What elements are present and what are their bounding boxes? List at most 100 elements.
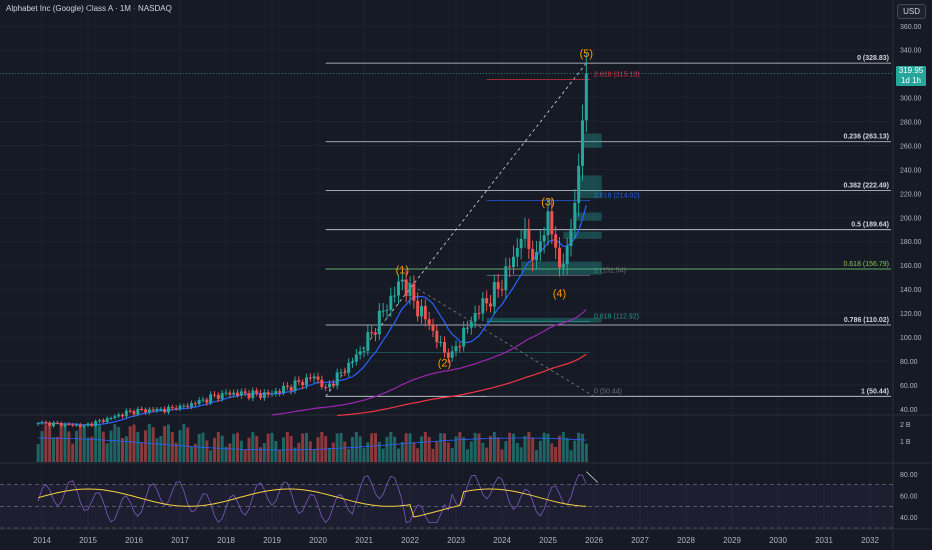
candle-body <box>278 391 282 393</box>
volume-bar <box>167 424 170 462</box>
candle-body <box>370 332 374 334</box>
order-block <box>563 231 602 239</box>
time-tick-label: 2016 <box>125 536 143 545</box>
volume-bar <box>577 432 581 462</box>
volume-bar <box>381 448 385 462</box>
volume-bar <box>144 430 147 462</box>
candle-body <box>374 332 377 335</box>
candle-body <box>255 390 259 394</box>
time-tick-label: 2029 <box>723 536 741 545</box>
candle-body <box>44 422 48 424</box>
last-price-countdown: 1d 1h <box>900 76 922 85</box>
volume-bar <box>400 441 404 462</box>
volume-bar <box>78 424 82 462</box>
volume-bar <box>347 448 351 462</box>
time-tick-label: 2032 <box>861 536 879 545</box>
volume-bar <box>55 436 59 462</box>
candle-body <box>98 420 101 422</box>
candle-body <box>462 327 466 347</box>
fib-ext-trend <box>402 279 595 397</box>
volume-bar <box>140 442 144 462</box>
fib-level-label: 0.236 (263.13) <box>843 134 889 141</box>
candle-body <box>477 313 481 315</box>
volume-bar <box>109 430 113 462</box>
order-block <box>582 133 602 148</box>
price-axis[interactable]: 40.00 60.00 80.00 100.00 120.00 140.00 160.00 1… <box>0 24 922 414</box>
volume-bar <box>182 424 186 462</box>
wave-label: (2) <box>438 358 451 370</box>
volume-bar <box>236 432 239 462</box>
volume-bar <box>59 426 63 462</box>
time-tick-label: 2023 <box>447 536 465 545</box>
wave-label: (5) <box>580 48 593 60</box>
candle-body <box>347 362 351 373</box>
candle-body <box>408 283 412 296</box>
candle-body <box>59 423 63 427</box>
volume-bar <box>523 435 527 462</box>
volume-bar <box>538 440 542 462</box>
volume-bar <box>301 433 305 462</box>
candle-body <box>308 377 312 379</box>
volume-bar <box>397 448 400 462</box>
rsi-tick-label: 80.00 <box>900 472 918 479</box>
volume-ma-line <box>38 437 587 451</box>
candle-body <box>40 422 44 424</box>
order-block <box>486 317 602 323</box>
currency-button[interactable]: USD <box>897 4 926 19</box>
fib-retracement[interactable]: 0 (328.83) 0.236 (263.13) 0.382 (222.49) 0.… <box>325 55 891 397</box>
candle-body <box>182 405 186 407</box>
elliott-wave-labels[interactable]: (1) (2) (3) (4) (5) <box>396 48 593 369</box>
candle-body <box>508 266 512 268</box>
candle-body <box>270 393 274 395</box>
volume-bar <box>293 447 297 462</box>
candle-body <box>362 350 366 352</box>
volume-bar <box>98 424 101 462</box>
order-blocks[interactable] <box>486 133 602 323</box>
fib-level-label: 0.5 (189.64) <box>851 222 889 229</box>
candle-body <box>239 391 243 396</box>
volume-bar <box>75 430 78 462</box>
candle-body <box>473 313 477 322</box>
rsi-divergence-line <box>586 471 599 483</box>
ma-line <box>337 353 587 417</box>
time-tick-label: 2024 <box>493 536 511 545</box>
candle-body <box>381 310 385 312</box>
volume-bar <box>151 427 155 462</box>
price-tick-label: 360.00 <box>900 24 922 31</box>
volume-bar <box>132 424 136 462</box>
candle-body <box>101 420 105 423</box>
fib-extension[interactable]: 2.618 (315.13) 1.618 (214.02) 1 (151.54) 0.… <box>356 71 640 397</box>
time-tick-label: 2019 <box>263 536 281 545</box>
volume-bar <box>174 442 178 462</box>
time-tick-label: 2015 <box>79 536 97 545</box>
wave-label: (3) <box>541 196 554 208</box>
volume-bar <box>565 437 569 462</box>
candle-body <box>439 342 443 344</box>
candle-body <box>412 283 416 301</box>
volume-bar <box>443 433 446 462</box>
price-tick-label: 140.00 <box>900 287 922 294</box>
volume-bar <box>163 426 167 462</box>
volume-bar <box>285 432 289 462</box>
volume-bar <box>358 436 362 462</box>
candle-body <box>155 409 159 411</box>
price-tick-label: 120.00 <box>900 311 922 318</box>
candle-body <box>301 381 305 386</box>
volume-bar <box>124 436 128 462</box>
volume-bar <box>159 436 163 462</box>
volume-bar <box>439 433 443 462</box>
candle-body <box>209 394 213 403</box>
time-axis[interactable]: 2014 2015 2016 2017 2018 2019 2020 2021 2022 2023… <box>33 536 879 545</box>
volume-bar <box>190 446 193 462</box>
candle-body <box>343 372 347 374</box>
candle-body <box>90 423 94 426</box>
candle-body <box>94 421 98 426</box>
volume-bar <box>224 446 228 462</box>
volume-bar <box>584 443 588 462</box>
volume-bar <box>435 441 439 462</box>
candle-body <box>170 406 174 408</box>
candle-body <box>485 298 489 304</box>
fib-ext-label: 0 (50.44) <box>594 388 622 395</box>
volume-bar <box>561 432 565 462</box>
